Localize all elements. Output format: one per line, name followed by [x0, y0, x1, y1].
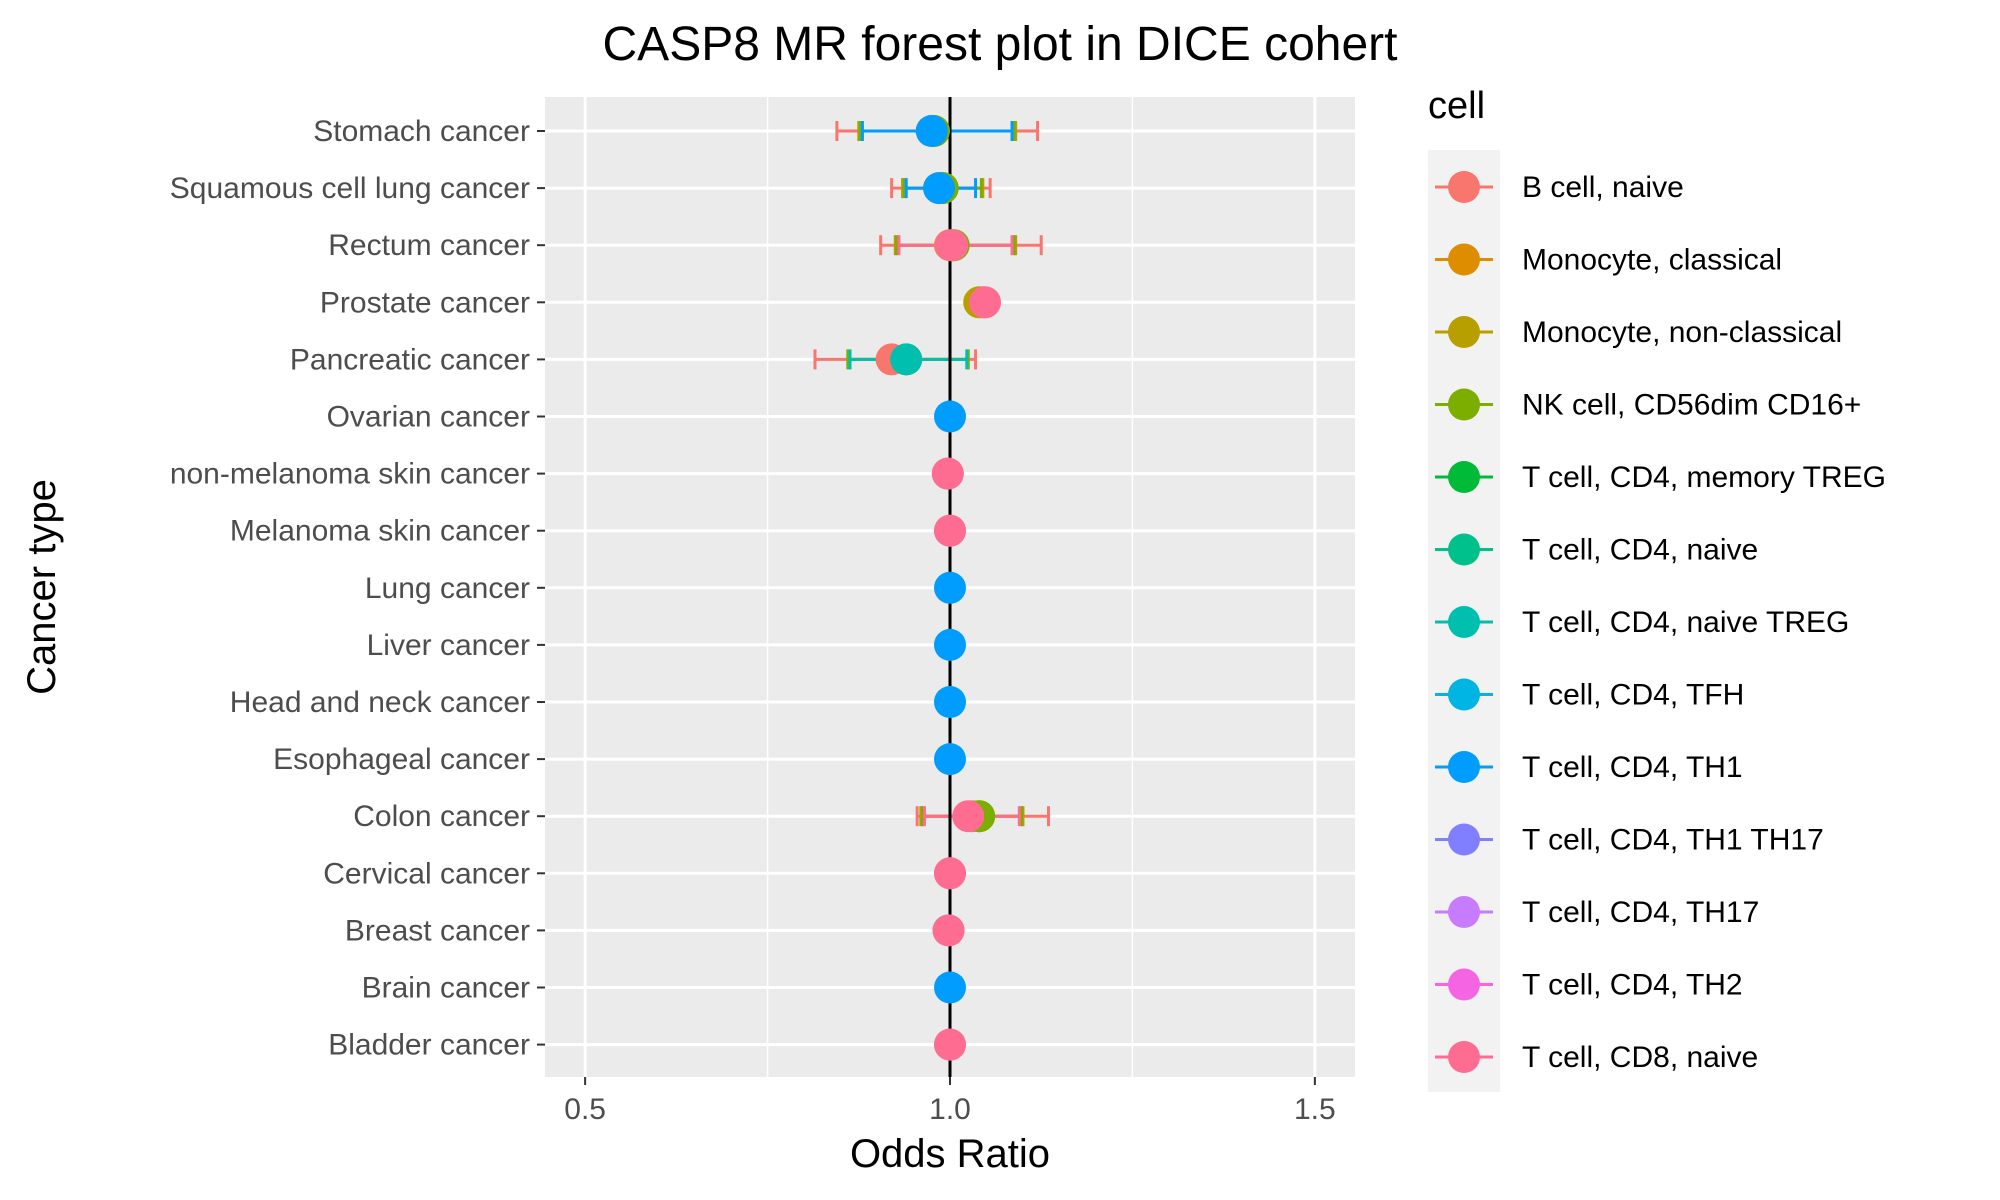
y-tick-label: Esophageal cancer	[273, 743, 530, 776]
y-tick-label: Lung cancer	[365, 572, 530, 605]
y-tick-label: Prostate cancer	[320, 286, 530, 319]
legend-item: B cell, naive	[1435, 171, 1684, 204]
x-axis-ticks: 0.5 1.0 1.5	[564, 1077, 1336, 1126]
legend-label: T cell, CD4, TFH	[1522, 679, 1744, 712]
legend-key-point	[1448, 896, 1480, 928]
legend-item: T cell, CD4, memory TREG	[1435, 461, 1886, 494]
data-point	[969, 286, 1002, 319]
y-tick-label: Stomach cancer	[313, 115, 530, 148]
data-point	[934, 686, 966, 718]
data-point	[934, 971, 966, 1004]
legend-label: T cell, CD4, TH1 TH17	[1522, 824, 1824, 857]
legend-key-point	[1448, 1041, 1480, 1073]
legend-key-point	[1448, 533, 1480, 566]
chart-title: CASP8 MR forest plot in DICE cohert	[603, 18, 1398, 71]
data-point	[915, 115, 948, 147]
y-tick-label: Pancreatic cancer	[290, 343, 530, 376]
data-point	[936, 229, 969, 262]
data-point	[932, 914, 965, 947]
y-tick-label: Brain cancer	[362, 972, 530, 1005]
y-tick-label: Colon cancer	[353, 800, 530, 833]
legend-item: Monocyte, classical	[1435, 243, 1782, 277]
legend-key-point	[1448, 243, 1480, 276]
x-tick-label: 1.0	[929, 1093, 971, 1126]
legend-label: NK cell, CD56dim CD16+	[1522, 389, 1861, 422]
y-axis-title: Cancer type	[20, 479, 64, 695]
legend-label: T cell, CD4, memory TREG	[1522, 461, 1886, 494]
y-tick-label: Breast cancer	[345, 914, 530, 947]
legend-key-point	[1448, 461, 1480, 493]
legend-item: Monocyte, non-classical	[1435, 316, 1842, 349]
legend-label: T cell, CD4, TH1	[1522, 751, 1743, 784]
data-point	[934, 628, 966, 661]
y-tick-label: Bladder cancer	[328, 1029, 530, 1062]
legend-label: T cell, CD4, TH2	[1522, 969, 1743, 1002]
x-axis-title: Odds Ratio	[850, 1132, 1050, 1176]
legend-label: Monocyte, non-classical	[1522, 316, 1842, 349]
y-tick-label: Head and neck cancer	[230, 686, 530, 719]
y-tick-label: non-melanoma skin cancer	[170, 458, 530, 491]
y-tick-label: Ovarian cancer	[327, 401, 530, 434]
y-tick-label: Cervical cancer	[323, 857, 530, 890]
data-point	[934, 743, 966, 776]
data-point	[934, 400, 966, 433]
data-point	[934, 514, 966, 547]
y-axis-ticks: Stomach cancer Squamous cell lung cancer R…	[170, 115, 545, 1062]
data-point	[890, 343, 923, 376]
legend-item: T cell, CD4, TH2	[1435, 968, 1743, 1002]
legend-key-point	[1448, 968, 1480, 1001]
error-bars	[813, 121, 1051, 827]
legend-item: NK cell, CD56dim CD16+	[1435, 388, 1861, 422]
data-point	[931, 457, 964, 490]
legend-key-point	[1448, 316, 1480, 348]
y-tick-label: Liver cancer	[367, 629, 530, 662]
legend-items: B cell, naive Monocyte, classical Monocyte…	[1435, 171, 1886, 1074]
legend-item: T cell, CD4, TFH	[1435, 678, 1744, 712]
legend-key-point	[1448, 171, 1480, 203]
legend-label: T cell, CD8, naive	[1522, 1041, 1758, 1074]
point-estimates	[875, 115, 1002, 1061]
y-tick-label: Melanoma skin cancer	[230, 515, 530, 548]
data-point	[934, 857, 966, 890]
legend-item: T cell, CD4, TH1 TH17	[1435, 823, 1824, 857]
y-tick-label: Squamous cell lung cancer	[170, 172, 530, 205]
x-tick-label: 1.5	[1294, 1093, 1336, 1126]
data-point	[934, 571, 966, 604]
data-point	[923, 172, 956, 205]
legend: cell B cell, naive Monocyte, classical Mon…	[1428, 85, 1886, 1092]
legend-item: T cell, CD4, naive TREG	[1435, 606, 1849, 639]
y-tick-label: Rectum cancer	[328, 229, 530, 262]
legend-key-point	[1448, 678, 1480, 711]
legend-label: T cell, CD4, naive	[1522, 534, 1758, 567]
data-point	[934, 1028, 966, 1061]
legend-label: B cell, naive	[1522, 171, 1684, 204]
legend-key-point	[1448, 823, 1480, 856]
legend-key-point	[1448, 388, 1480, 421]
legend-label: T cell, CD4, TH17	[1522, 896, 1759, 929]
legend-key-point	[1448, 751, 1480, 783]
legend-label: T cell, CD4, naive TREG	[1522, 606, 1849, 639]
legend-label: Monocyte, classical	[1522, 244, 1782, 277]
legend-title: cell	[1428, 85, 1485, 127]
legend-item: T cell, CD4, TH1	[1435, 751, 1743, 784]
data-point	[952, 800, 985, 833]
x-tick-label: 0.5	[564, 1093, 606, 1126]
legend-key-point	[1448, 606, 1480, 638]
legend-item: T cell, CD4, TH17	[1435, 896, 1759, 929]
legend-item: T cell, CD4, naive	[1435, 533, 1758, 567]
legend-item: T cell, CD8, naive	[1435, 1041, 1758, 1074]
